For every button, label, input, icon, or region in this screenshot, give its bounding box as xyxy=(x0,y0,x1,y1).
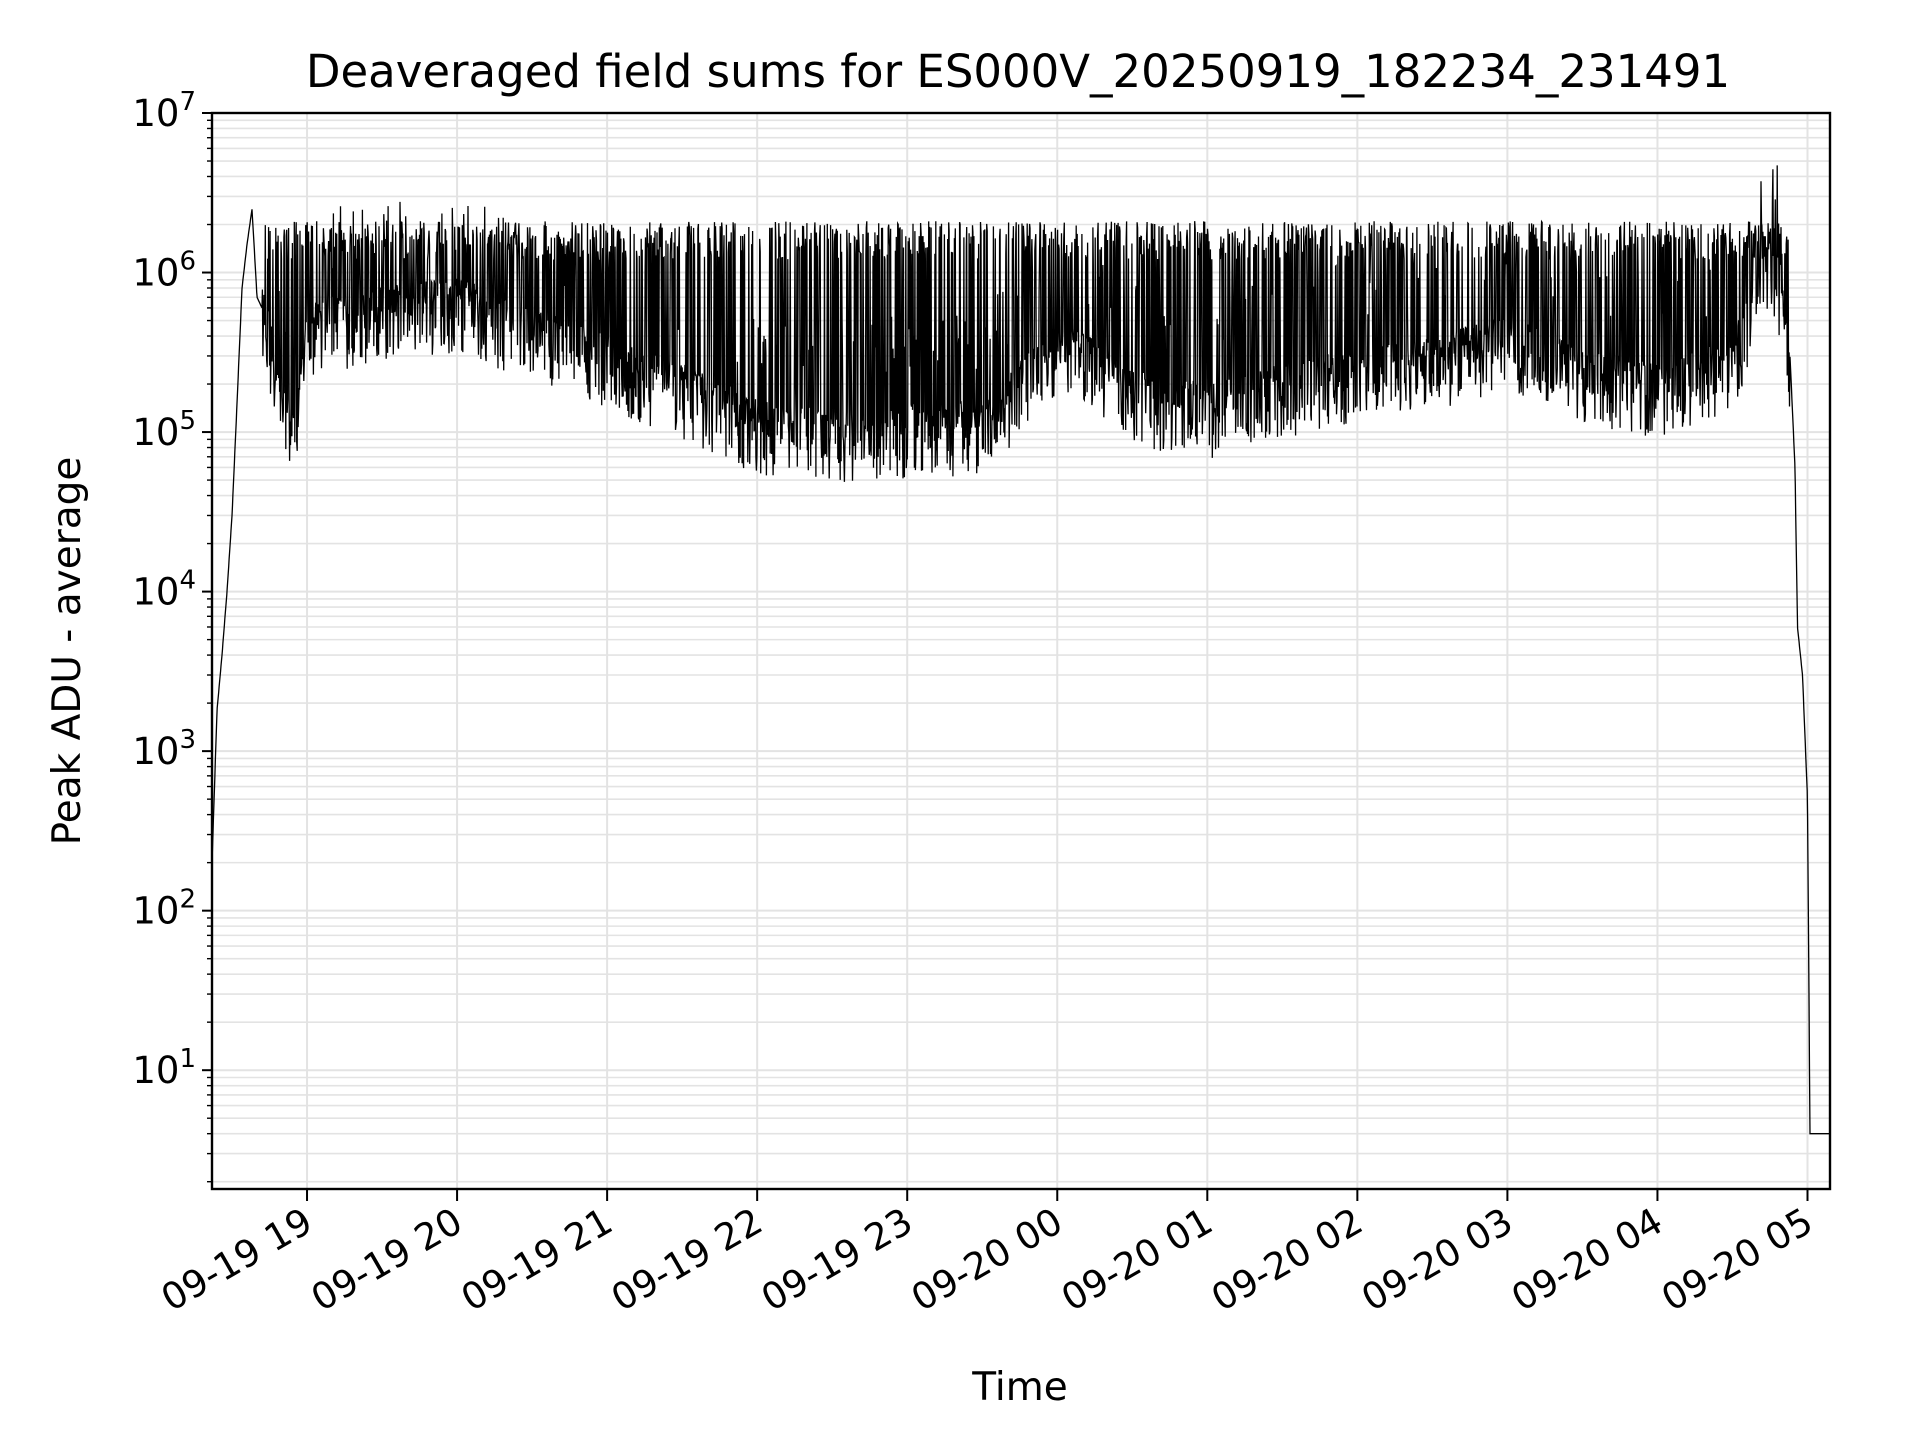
y-tick-base: 10 xyxy=(132,1049,179,1092)
y-tick-label: 102 xyxy=(132,885,196,933)
y-tick-label: 101 xyxy=(132,1044,196,1092)
y-axis-label: Peak ADU - average xyxy=(45,457,90,846)
y-tick-label: 106 xyxy=(132,247,196,295)
chart-title: Deaveraged field sums for ES000V_2025091… xyxy=(306,45,1730,98)
y-tick-base: 10 xyxy=(132,411,179,454)
y-tick-base: 10 xyxy=(132,92,179,135)
y-tick-base: 10 xyxy=(132,890,179,933)
y-tick-base: 10 xyxy=(132,252,179,295)
y-tick-exponent: 2 xyxy=(179,885,196,915)
axes-frame xyxy=(210,111,1832,1191)
y-tick-exponent: 3 xyxy=(179,725,196,755)
y-tick-exponent: 6 xyxy=(179,247,196,277)
series-line xyxy=(211,165,1830,1135)
axis-ticks xyxy=(202,112,1809,1201)
plot-area xyxy=(211,165,1830,1135)
y-tick-exponent: 1 xyxy=(179,1044,196,1074)
y-tick-label: 107 xyxy=(132,87,196,135)
y-tick-base: 10 xyxy=(132,730,179,773)
y-tick-exponent: 4 xyxy=(179,566,196,596)
y-tick-exponent: 7 xyxy=(179,87,196,117)
y-tick-label: 105 xyxy=(132,406,196,454)
y-tick-base: 10 xyxy=(132,571,179,614)
grid-lines xyxy=(212,112,1830,1189)
y-tick-exponent: 5 xyxy=(179,406,196,436)
y-tick-label: 103 xyxy=(132,725,196,773)
y-tick-label: 104 xyxy=(132,566,196,614)
x-axis-label: Time xyxy=(971,1365,1067,1410)
